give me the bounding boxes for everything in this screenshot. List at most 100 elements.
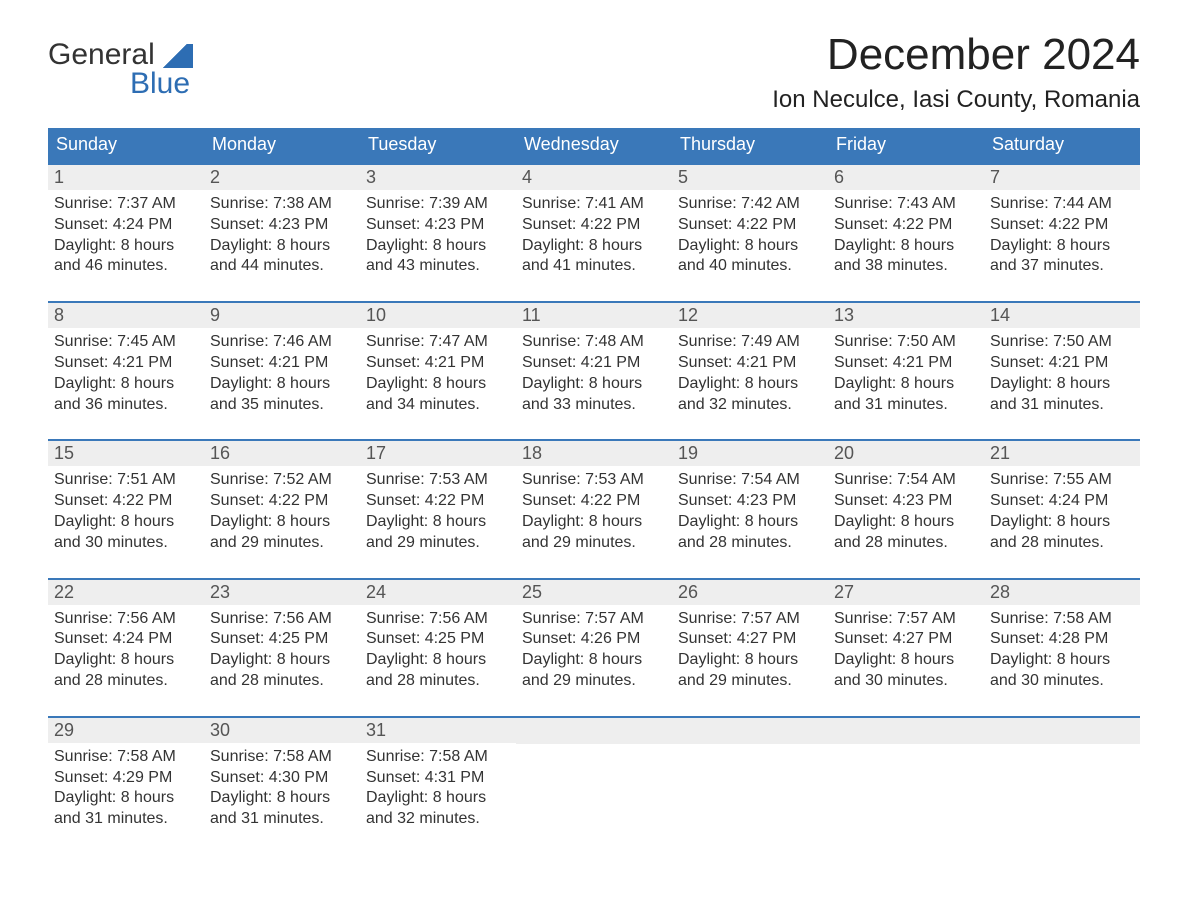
day-cell <box>984 718 1140 836</box>
day-cell: 12Sunrise: 7:49 AMSunset: 4:21 PMDayligh… <box>672 303 828 421</box>
daylight-line-1: Daylight: 8 hours <box>522 374 666 395</box>
day-number: 28 <box>984 580 1140 605</box>
sunset-line: Sunset: 4:29 PM <box>54 768 198 789</box>
sunrise-line: Sunrise: 7:38 AM <box>210 194 354 215</box>
title-block: December 2024 Ion Neculce, Iasi County, … <box>772 30 1140 114</box>
daylight-line-1: Daylight: 8 hours <box>54 236 198 257</box>
day-body: Sunrise: 7:53 AMSunset: 4:22 PMDaylight:… <box>516 466 672 559</box>
day-cell: 1Sunrise: 7:37 AMSunset: 4:24 PMDaylight… <box>48 165 204 283</box>
daylight-line-1: Daylight: 8 hours <box>210 236 354 257</box>
daylight-line-2: and 29 minutes. <box>678 671 822 692</box>
daylight-line-2: and 32 minutes. <box>678 395 822 416</box>
day-body: Sunrise: 7:48 AMSunset: 4:21 PMDaylight:… <box>516 328 672 421</box>
day-header-sat: Saturday <box>984 128 1140 163</box>
day-cell: 19Sunrise: 7:54 AMSunset: 4:23 PMDayligh… <box>672 441 828 559</box>
day-cell: 28Sunrise: 7:58 AMSunset: 4:28 PMDayligh… <box>984 580 1140 698</box>
day-cell: 18Sunrise: 7:53 AMSunset: 4:22 PMDayligh… <box>516 441 672 559</box>
logo-text-blue: Blue <box>130 70 193 97</box>
sunset-line: Sunset: 4:22 PM <box>210 491 354 512</box>
day-number: 24 <box>360 580 516 605</box>
sunset-line: Sunset: 4:25 PM <box>210 629 354 650</box>
day-body: Sunrise: 7:47 AMSunset: 4:21 PMDaylight:… <box>360 328 516 421</box>
daylight-line-1: Daylight: 8 hours <box>990 650 1134 671</box>
daylight-line-1: Daylight: 8 hours <box>366 374 510 395</box>
day-number: 7 <box>984 165 1140 190</box>
day-number: 20 <box>828 441 984 466</box>
day-cell: 29Sunrise: 7:58 AMSunset: 4:29 PMDayligh… <box>48 718 204 836</box>
day-cell: 27 Sunrise: 7:57 AMSunset: 4:27 PMDayligh… <box>828 580 984 698</box>
daylight-line-1: Daylight: 8 hours <box>54 512 198 533</box>
daylight-line-2: and 31 minutes. <box>834 395 978 416</box>
daylight-line-2: and 28 minutes. <box>990 533 1134 554</box>
sunrise-line: Sunrise: 7:50 AM <box>834 332 978 353</box>
day-cell: 8Sunrise: 7:45 AMSunset: 4:21 PMDaylight… <box>48 303 204 421</box>
daylight-line-2: and 40 minutes. <box>678 256 822 277</box>
day-body: Sunrise: 7:58 AMSunset: 4:30 PMDaylight:… <box>204 743 360 836</box>
sunset-line: Sunset: 4:27 PM <box>678 629 822 650</box>
sunset-line: Sunset: 4:22 PM <box>366 491 510 512</box>
sunrise-line: Sunrise: 7:43 AM <box>834 194 978 215</box>
sunrise-line: Sunrise: 7:39 AM <box>366 194 510 215</box>
day-number <box>516 718 672 744</box>
day-body: Sunrise: 7:57 AMSunset: 4:27 PMDaylight:… <box>672 605 828 698</box>
day-cell: 23Sunrise: 7:56 AMSunset: 4:25 PMDayligh… <box>204 580 360 698</box>
day-cell: 4Sunrise: 7:41 AMSunset: 4:22 PMDaylight… <box>516 165 672 283</box>
daylight-line-1: Daylight: 8 hours <box>54 788 198 809</box>
day-number: 4 <box>516 165 672 190</box>
day-body: Sunrise: 7:56 AMSunset: 4:25 PMDaylight:… <box>360 605 516 698</box>
day-number: 27 <box>828 580 984 605</box>
header-row: General Blue December 2024 Ion Neculce, … <box>48 30 1140 114</box>
day-number: 1 <box>48 165 204 190</box>
day-body: Sunrise: 7:56 AMSunset: 4:24 PMDaylight:… <box>48 605 204 698</box>
daylight-line-1: Daylight: 8 hours <box>834 650 978 671</box>
sunrise-line: Sunrise: 7:58 AM <box>54 747 198 768</box>
day-number: 21 <box>984 441 1140 466</box>
sunrise-line: Sunrise: 7:56 AM <box>210 609 354 630</box>
daylight-line-2: and 41 minutes. <box>522 256 666 277</box>
daylight-line-2: and 28 minutes. <box>366 671 510 692</box>
week-row: 8Sunrise: 7:45 AMSunset: 4:21 PMDaylight… <box>48 301 1140 421</box>
sunrise-line: Sunrise: 7:41 AM <box>522 194 666 215</box>
sunrise-line: Sunrise: 7:44 AM <box>990 194 1134 215</box>
day-body: Sunrise: 7:46 AMSunset: 4:21 PMDaylight:… <box>204 328 360 421</box>
sunrise-line: Sunrise: 7:54 AM <box>834 470 978 491</box>
day-body: Sunrise: 7:53 AMSunset: 4:22 PMDaylight:… <box>360 466 516 559</box>
daylight-line-1: Daylight: 8 hours <box>834 374 978 395</box>
day-number: 23 <box>204 580 360 605</box>
day-number: 17 <box>360 441 516 466</box>
daylight-line-2: and 28 minutes. <box>834 533 978 554</box>
week-row: 1Sunrise: 7:37 AMSunset: 4:24 PMDaylight… <box>48 163 1140 283</box>
sunrise-line: Sunrise: 7:57 AM <box>834 609 978 630</box>
sunrise-line: Sunrise: 7:56 AM <box>54 609 198 630</box>
daylight-line-1: Daylight: 8 hours <box>834 236 978 257</box>
daylight-line-2: and 28 minutes. <box>210 671 354 692</box>
daylight-line-1: Daylight: 8 hours <box>54 374 198 395</box>
sunset-line: Sunset: 4:25 PM <box>366 629 510 650</box>
day-number: 15 <box>48 441 204 466</box>
day-body: Sunrise: 7:58 AMSunset: 4:31 PMDaylight:… <box>360 743 516 836</box>
daylight-line-1: Daylight: 8 hours <box>366 650 510 671</box>
week-row: 15Sunrise: 7:51 AMSunset: 4:22 PMDayligh… <box>48 439 1140 559</box>
day-body: Sunrise: 7:39 AMSunset: 4:23 PMDaylight:… <box>360 190 516 283</box>
day-header-sun: Sunday <box>48 128 204 163</box>
sunset-line: Sunset: 4:21 PM <box>210 353 354 374</box>
sunrise-line: Sunrise: 7:56 AM <box>366 609 510 630</box>
sunrise-line: Sunrise: 7:52 AM <box>210 470 354 491</box>
daylight-line-1: Daylight: 8 hours <box>522 512 666 533</box>
daylight-line-2: and 37 minutes. <box>990 256 1134 277</box>
daylight-line-2: and 46 minutes. <box>54 256 198 277</box>
day-cell <box>672 718 828 836</box>
day-header-fri: Friday <box>828 128 984 163</box>
day-body: Sunrise: 7:50 AMSunset: 4:21 PMDaylight:… <box>984 328 1140 421</box>
sunset-line: Sunset: 4:21 PM <box>678 353 822 374</box>
sunrise-line: Sunrise: 7:54 AM <box>678 470 822 491</box>
sunset-line: Sunset: 4:23 PM <box>366 215 510 236</box>
day-cell: 24Sunrise: 7:56 AMSunset: 4:25 PMDayligh… <box>360 580 516 698</box>
day-body: Sunrise: 7:42 AMSunset: 4:22 PMDaylight:… <box>672 190 828 283</box>
day-cell: 26Sunrise: 7:57 AMSunset: 4:27 PMDayligh… <box>672 580 828 698</box>
day-number: 8 <box>48 303 204 328</box>
day-cell: 6Sunrise: 7:43 AMSunset: 4:22 PMDaylight… <box>828 165 984 283</box>
sunset-line: Sunset: 4:27 PM <box>834 629 978 650</box>
day-body: Sunrise: 7:50 AMSunset: 4:21 PMDaylight:… <box>828 328 984 421</box>
day-cell: 2Sunrise: 7:38 AMSunset: 4:23 PMDaylight… <box>204 165 360 283</box>
